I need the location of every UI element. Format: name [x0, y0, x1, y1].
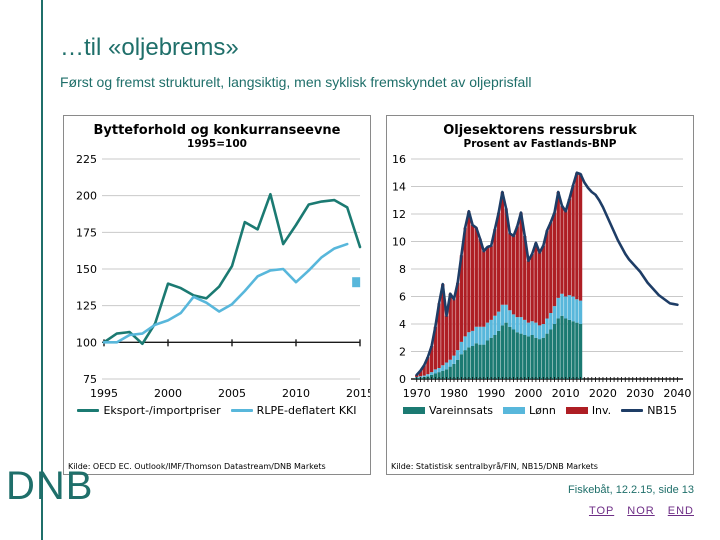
legend-label: Eksport-/importpriser: [103, 404, 221, 417]
chart-title: Bytteforhold og konkurranseevne: [93, 123, 341, 138]
svg-text:125: 125: [76, 300, 97, 313]
svg-text:2005: 2005: [218, 387, 246, 400]
svg-text:8: 8: [399, 263, 406, 276]
svg-text:2010: 2010: [552, 387, 580, 400]
eksport-line-swatch: [77, 409, 100, 412]
svg-text:100: 100: [76, 336, 97, 349]
slide-subtitle: Først og fremst strukturelt, langsiktig,…: [60, 74, 532, 90]
svg-text:2030: 2030: [626, 387, 654, 400]
legend-item-rlpe: RLPE-deflatert KKI: [230, 404, 357, 417]
svg-text:6: 6: [399, 291, 406, 304]
svg-text:2000: 2000: [154, 387, 182, 400]
svg-text:1995: 1995: [90, 387, 118, 400]
svg-text:2020: 2020: [589, 387, 617, 400]
svg-text:2015: 2015: [346, 387, 370, 400]
chart-panel-oljesektoren: Oljesektorens ressursbruk Prosent av Fas…: [386, 115, 694, 475]
slide-title: …til «oljebrems»: [60, 34, 239, 61]
legend-item-lonn: Lønn: [503, 404, 556, 417]
svg-text:2010: 2010: [282, 387, 310, 400]
svg-text:0: 0: [399, 373, 406, 386]
svg-text:12: 12: [392, 208, 406, 221]
svg-text:200: 200: [76, 190, 97, 203]
chart-panel-bytteforhold: Bytteforhold og konkurranseevne 1995=100…: [63, 115, 371, 475]
chart-title: Oljesektorens ressursbruk: [443, 123, 637, 138]
footer-note: Fiskebåt, 12.2.15, side 13: [568, 484, 694, 496]
svg-text:2000: 2000: [514, 387, 542, 400]
svg-text:1990: 1990: [477, 387, 505, 400]
svg-text:225: 225: [76, 153, 97, 166]
legend-item-eksport: Eksport-/importpriser: [77, 404, 221, 417]
top-link[interactable]: TOP: [588, 505, 615, 517]
inv-swatch: [565, 407, 588, 414]
chart-source: Kilde: Statistisk sentralbyrå/FIN, NB15/…: [391, 462, 598, 471]
nb15-line-swatch: [621, 409, 644, 412]
svg-text:2: 2: [399, 346, 406, 359]
legend-label: Inv.: [591, 404, 612, 417]
vareinnsats-swatch: [403, 407, 426, 414]
svg-text:10: 10: [392, 236, 406, 249]
chart-subtitle: 1995=100: [187, 138, 247, 150]
lonn-swatch: [503, 407, 525, 414]
svg-text:2040: 2040: [663, 387, 691, 400]
svg-text:4: 4: [399, 318, 406, 331]
legend-item-vareinnsats: Vareinnsats: [403, 404, 493, 417]
legend-label: NB15: [647, 404, 677, 417]
chart-legend: Vareinnsats Lønn Inv. NB15: [387, 404, 693, 417]
chart-subtitle: Prosent av Fastlands-BNP: [463, 138, 617, 150]
nor-link[interactable]: NOR: [627, 505, 655, 517]
chart-legend: Eksport-/importpriser RLPE-deflatert KKI: [64, 404, 370, 417]
accent-line: [41, 0, 43, 540]
legend-item-nb15: NB15: [621, 404, 677, 417]
svg-text:150: 150: [76, 263, 97, 276]
footer-links: TOP NOR END: [580, 505, 694, 517]
svg-text:75: 75: [83, 373, 97, 386]
svg-text:16: 16: [392, 153, 406, 166]
rlpe-line-swatch: [230, 409, 253, 412]
legend-label: Lønn: [529, 404, 556, 417]
legend-label: Vareinnsats: [429, 404, 493, 417]
svg-text:175: 175: [76, 226, 97, 239]
chart-source: Kilde: OECD EC. Outlook/IMF/Thomson Data…: [68, 462, 326, 471]
svg-text:1980: 1980: [440, 387, 468, 400]
svg-text:1970: 1970: [403, 387, 431, 400]
svg-text:14: 14: [392, 181, 406, 194]
legend-label: RLPE-deflatert KKI: [256, 404, 357, 417]
legend-item-inv: Inv.: [565, 404, 612, 417]
dnb-logo: DNB: [6, 464, 94, 508]
end-link[interactable]: END: [667, 505, 694, 517]
